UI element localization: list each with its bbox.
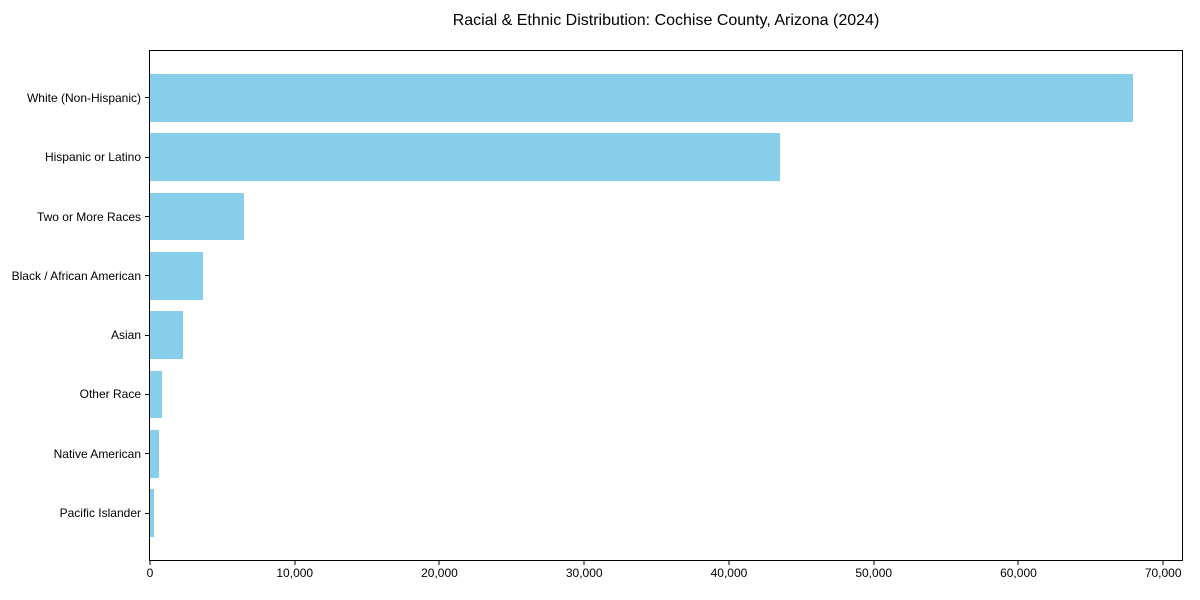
bar	[150, 489, 154, 537]
x-tick-mark	[873, 561, 875, 565]
y-tick-label: Hispanic or Latino	[44, 150, 141, 165]
bar	[150, 252, 203, 300]
y-tick-mark	[145, 275, 149, 277]
bar	[150, 370, 163, 419]
x-tick-mark	[294, 561, 296, 565]
x-tick-label: 40,000	[710, 566, 748, 580]
y-tick-mark	[145, 393, 149, 395]
bar	[150, 311, 184, 359]
plot-area: White (Non-Hispanic) Hispanic or Latino Tw…	[12, 50, 1183, 579]
y-tick-mark	[145, 453, 149, 455]
x-tick-mark	[583, 561, 585, 565]
y-tick-label: White (Non-Hispanic)	[26, 90, 141, 105]
bar	[150, 74, 1133, 122]
x-tick-mark	[149, 561, 151, 565]
x-tick-label: 50,000	[855, 566, 893, 580]
x-tick-label: 30,000	[565, 566, 603, 580]
y-tick-label: Two or More Races	[36, 209, 141, 224]
bar	[150, 133, 780, 181]
bar	[150, 430, 160, 478]
y-tick-mark	[145, 97, 149, 99]
x-tick-mark	[1017, 561, 1019, 565]
y-tick-mark	[145, 216, 149, 217]
y-tick-label: Pacific Islander	[59, 506, 141, 521]
bar	[150, 192, 245, 241]
x-tick-label: 70,000	[1144, 566, 1182, 580]
x-tick-mark	[728, 561, 730, 565]
x-tick-mark	[1162, 561, 1164, 565]
y-tick-label: Native American	[53, 446, 141, 461]
y-tick-label: Black / African American	[11, 268, 141, 283]
y-tick-label: Other Race	[79, 387, 141, 402]
x-tick-mark	[438, 561, 440, 565]
x-tick-label: 60,000	[1000, 566, 1037, 580]
chart-title: Racial & Ethnic Distribution: Cochise Co…	[452, 12, 880, 29]
y-tick-mark	[145, 512, 149, 514]
y-tick-mark	[145, 156, 149, 158]
y-tick-label: Asian	[110, 328, 141, 343]
x-tick-label: 0	[146, 566, 154, 580]
x-tick-label: 20,000	[421, 566, 458, 580]
x-tick-label: 10,000	[276, 566, 314, 580]
y-tick-mark	[145, 334, 149, 336]
